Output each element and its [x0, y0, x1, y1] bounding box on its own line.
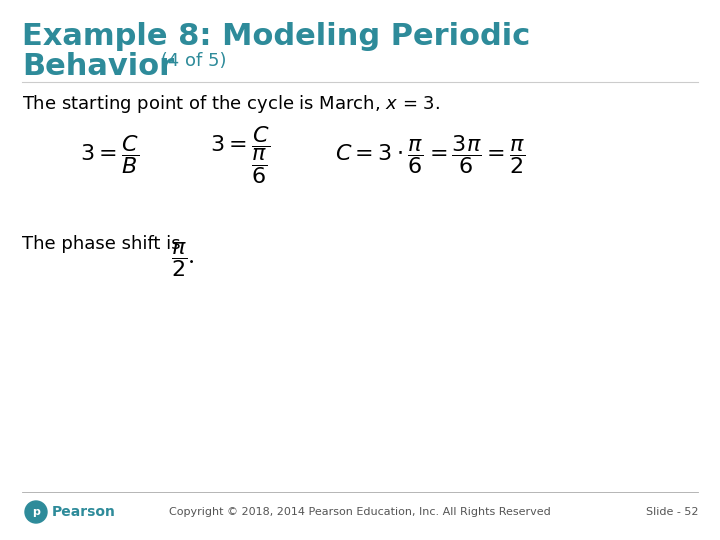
Text: Pearson: Pearson [52, 505, 116, 519]
Text: The starting point of the cycle is March, $x$ = 3.: The starting point of the cycle is March… [22, 93, 440, 115]
Text: $3 = \dfrac{C}{B}$: $3 = \dfrac{C}{B}$ [80, 133, 139, 177]
Text: (4 of 5): (4 of 5) [155, 52, 227, 70]
Text: $3 = \dfrac{C}{\dfrac{\pi}{6}}$: $3 = \dfrac{C}{\dfrac{\pi}{6}}$ [210, 124, 271, 186]
Circle shape [25, 501, 47, 523]
Text: Example 8: Modeling Periodic: Example 8: Modeling Periodic [22, 22, 530, 51]
Text: $\dfrac{\pi}{2}$.: $\dfrac{\pi}{2}$. [171, 240, 195, 279]
Text: p: p [32, 507, 40, 517]
Text: $C = 3 \cdot \dfrac{\pi}{6} = \dfrac{3\pi}{6} = \dfrac{\pi}{2}$: $C = 3 \cdot \dfrac{\pi}{6} = \dfrac{3\p… [335, 133, 526, 177]
Text: Copyright © 2018, 2014 Pearson Education, Inc. All Rights Reserved: Copyright © 2018, 2014 Pearson Education… [169, 507, 551, 517]
Text: Behavior: Behavior [22, 52, 174, 81]
Text: Slide - 52: Slide - 52 [646, 507, 698, 517]
Text: The phase shift is: The phase shift is [22, 235, 181, 253]
